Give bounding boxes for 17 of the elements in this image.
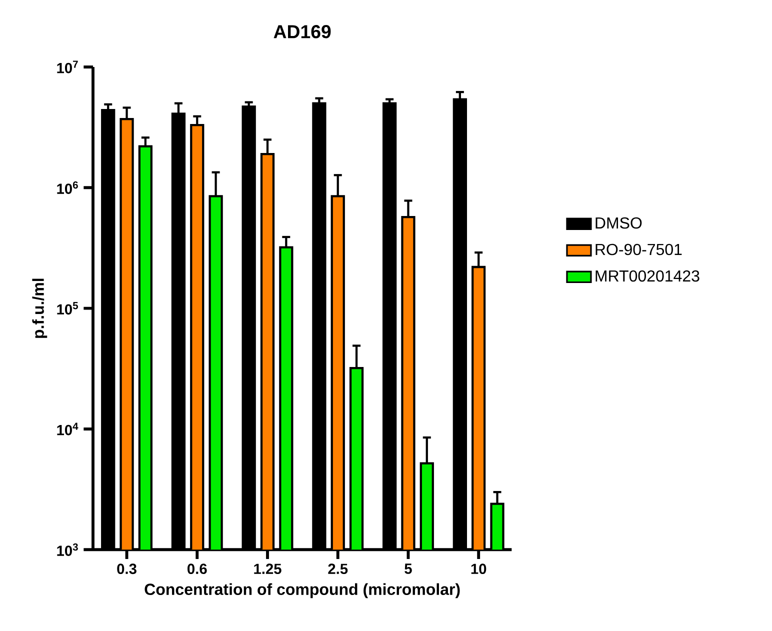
legend-label: DMSO — [596, 217, 642, 229]
y-tick-label: 10$^{6}$ — [57, 182, 78, 194]
x-tick-label: 0.3 — [117, 564, 136, 574]
y-tick-label: 10$^{7}$ — [57, 60, 78, 74]
x-tick-label: 5 — [404, 564, 412, 574]
y-tick-label: 10$^{4}$ — [57, 422, 78, 436]
legend-label: MRT00201423 — [596, 270, 700, 282]
chart-title: AD169 — [274, 25, 331, 38]
y-tick-label: 10$^{5}$ — [57, 302, 78, 315]
x-tick-label: 2.5 — [328, 564, 348, 574]
x-tick-label: 10 — [471, 564, 486, 574]
x-axis-title: Concentration of compound (micromolar) — [144, 583, 460, 598]
legend-label: RO-90-7501 — [596, 244, 682, 256]
x-tick-label: 1.25 — [254, 564, 282, 574]
x-tick-label: 0.6 — [188, 564, 207, 574]
y-tick-label: 10$^{3}$ — [57, 544, 78, 556]
y-axis-title: p.f.u./ml — [32, 278, 48, 338]
